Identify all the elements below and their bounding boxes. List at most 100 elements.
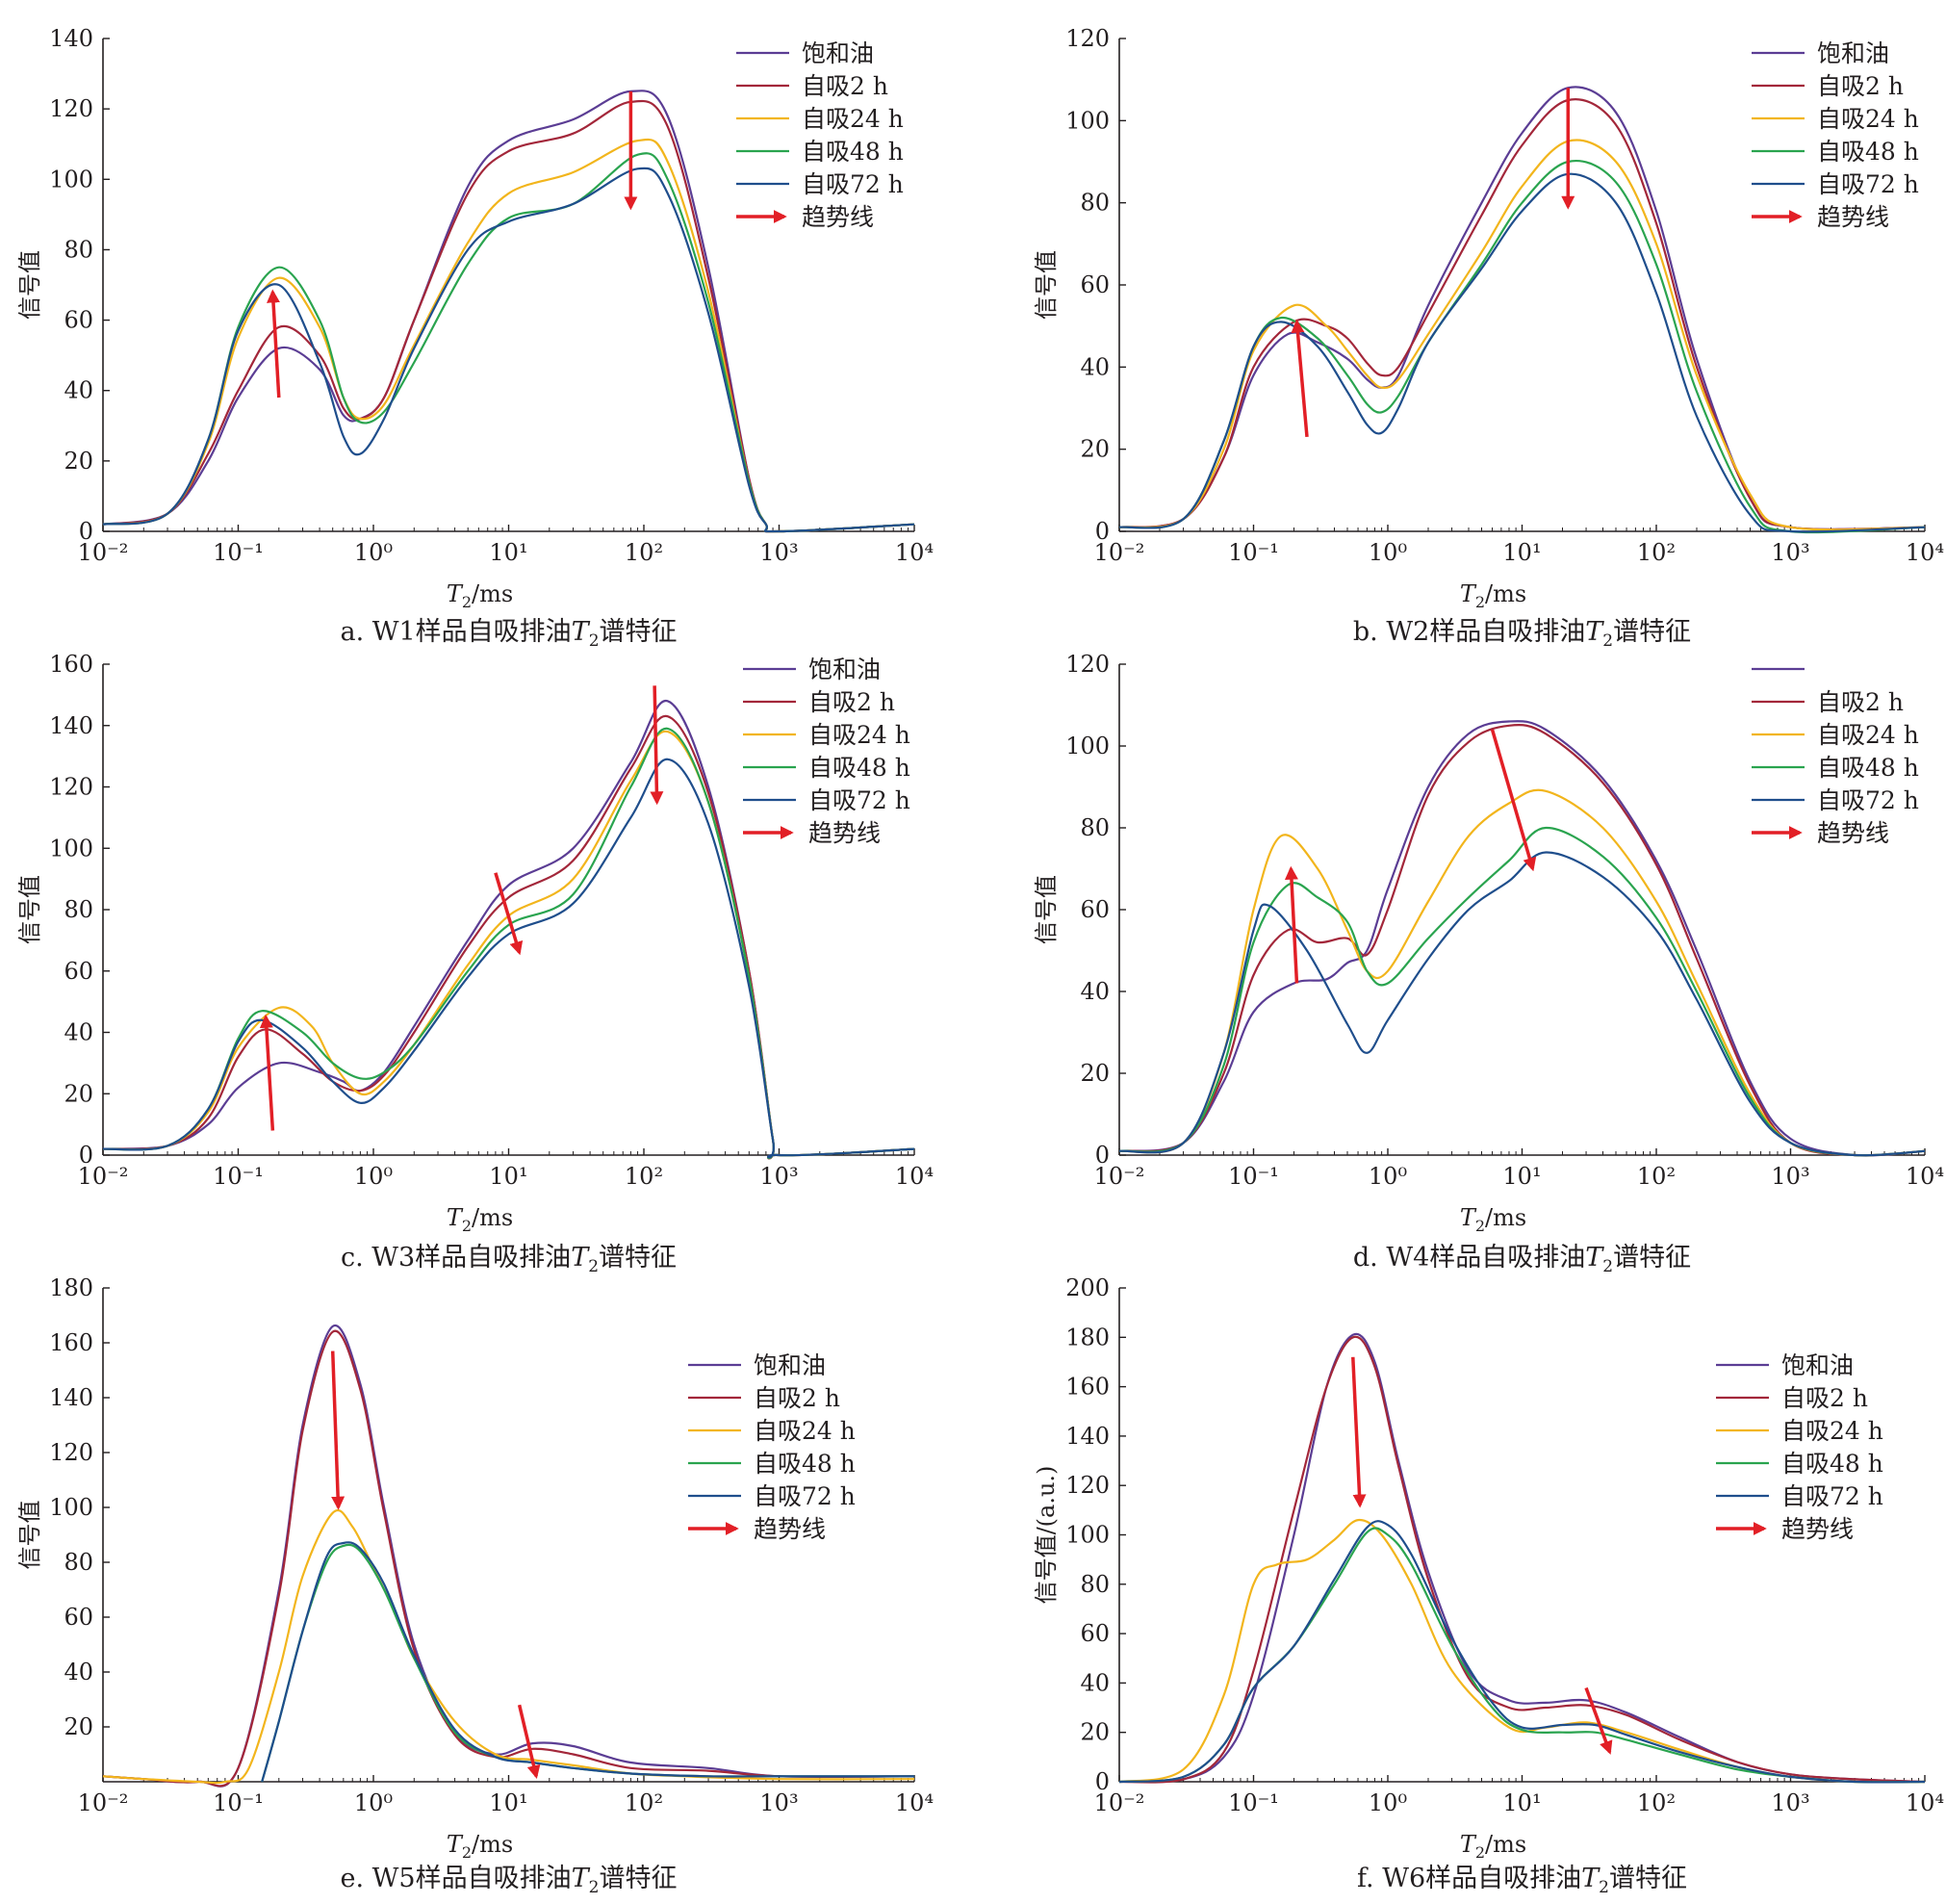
x-tick-label: 10¹ <box>489 1163 527 1190</box>
x-tick-label: 10³ <box>759 1163 798 1190</box>
x-axis-title: T2/ms <box>447 1831 513 1862</box>
chart-panel-6: 10⁻² 10⁻¹ 10⁰ 10¹ 10² 10³ 10⁴ 0 20 40 60 80 100 120 14… <box>1033 1274 1944 1897</box>
legend-label: 自吸24 h <box>754 1417 856 1445</box>
legend-label: 自吸24 h <box>808 721 910 749</box>
legend-label: 自吸2 h <box>754 1384 840 1412</box>
legend-label: 自吸24 h <box>1781 1417 1883 1445</box>
x-tick-label: 10⁻² <box>78 539 129 566</box>
series-line-2 <box>102 99 915 533</box>
series-line-1 <box>102 700 915 1160</box>
trend-arrow <box>1291 319 1309 438</box>
y-tick-label: 40 <box>64 377 93 404</box>
trend-arrow <box>330 1351 346 1510</box>
trend-arrow <box>1490 729 1537 872</box>
series-line-3 <box>102 138 915 533</box>
y-tick-label: 120 <box>49 774 93 801</box>
legend-label: 自吸24 h <box>1817 105 1919 133</box>
y-tick-label: 60 <box>1080 1620 1110 1647</box>
x-tick-label: 10⁰ <box>354 1789 393 1816</box>
y-tick-label: 40 <box>1080 978 1110 1005</box>
legend-label: 自吸2 h <box>808 688 895 716</box>
x-tick-label: 10⁻² <box>78 1789 129 1816</box>
trend-arrow <box>494 872 524 956</box>
trend-arrow <box>1284 865 1299 984</box>
y-axis-title: 信号值 <box>1033 875 1060 944</box>
legend-label: 自吸72 h <box>1817 786 1919 814</box>
y-tick-label: 120 <box>1065 651 1110 678</box>
x-tick-label: 10¹ <box>1502 1163 1541 1190</box>
y-tick-label: 80 <box>1080 1571 1110 1598</box>
x-tick-label: 10¹ <box>489 539 527 566</box>
series-line-1 <box>102 90 915 533</box>
legend-label: 自吸2 h <box>1817 688 1904 716</box>
series-line-2 <box>1118 1335 1926 1784</box>
series-line-5 <box>261 1541 914 1783</box>
y-tick-label: 80 <box>64 1549 93 1576</box>
legend-label: 饱和油 <box>802 39 874 67</box>
x-tick-label: 10³ <box>1771 1789 1809 1816</box>
x-tick-label: 10³ <box>759 1789 798 1816</box>
y-tick-label: 80 <box>64 896 93 923</box>
x-tick-label: 10² <box>625 1163 663 1190</box>
x-tick-label: 10² <box>625 1789 663 1816</box>
y-tick-label: 100 <box>49 835 93 862</box>
series-line-5 <box>1118 851 1926 1157</box>
x-tick-label: 10¹ <box>1502 539 1541 566</box>
x-tick-label: 10⁴ <box>1906 1789 1944 1816</box>
chart-panel-4: 10⁻² 10⁻¹ 10⁰ 10¹ 10² 10³ 10⁴ 0 20 40 60 80 100 120 T2… <box>1033 651 1944 1276</box>
legend-label: 自吸48 h <box>802 138 904 166</box>
y-tick-label: 180 <box>49 1274 93 1301</box>
x-tick-label: 10⁰ <box>354 539 393 566</box>
series-line-4 <box>102 727 915 1160</box>
y-tick-label: 0 <box>1095 1142 1110 1169</box>
legend-label: 饱和油 <box>1781 1351 1854 1379</box>
legend-label: 趋势线 <box>1817 819 1889 847</box>
y-tick-label: 40 <box>64 1659 93 1685</box>
y-tick-label: 0 <box>79 518 93 545</box>
series-line-5 <box>1118 1520 1926 1784</box>
legend-label: 自吸48 h <box>1817 138 1919 166</box>
x-tick-label: 10² <box>1637 539 1676 566</box>
chart-panel-5: 10⁻² 10⁻¹ 10⁰ 10¹ 10² 10³ 10⁴ 20 40 60 80 100 120 140… <box>16 1274 934 1897</box>
x-tick-label: 10⁻¹ <box>1228 1163 1279 1190</box>
trend-arrow <box>517 1704 541 1780</box>
y-tick-label: 140 <box>1065 1423 1110 1450</box>
y-tick-label: 20 <box>64 1080 93 1107</box>
y-tick-label: 60 <box>1080 271 1110 298</box>
series-line-4 <box>102 152 915 533</box>
x-axis-title: T2/ms <box>447 1204 513 1235</box>
x-tick-label: 10⁴ <box>895 1163 934 1190</box>
y-axis-title: 信号值 <box>16 1501 43 1570</box>
legend-label: 趋势线 <box>1781 1515 1854 1543</box>
y-tick-label: 100 <box>1065 1522 1110 1549</box>
chart-panel-1: 10⁻² 10⁻¹ 10⁰ 10¹ 10² 10³ 10⁴ 0 20 40 60 80 100 120 14… <box>16 25 934 651</box>
y-tick-label: 180 <box>1065 1324 1110 1351</box>
series-line-2 <box>1118 98 1926 531</box>
y-tick-label: 80 <box>1080 814 1110 841</box>
x-tick-label: 10⁴ <box>1906 1163 1944 1190</box>
x-tick-label: 10⁻² <box>1094 1789 1145 1816</box>
legend-label: 自吸72 h <box>802 170 904 198</box>
x-tick-label: 10⁴ <box>895 539 934 566</box>
y-tick-label: 20 <box>1080 1719 1110 1746</box>
chart-caption: e. W5样品自吸排油T2谱特征 <box>341 1864 678 1897</box>
legend-label: 饱和油 <box>1817 39 1889 67</box>
legend-label: 饱和油 <box>754 1351 826 1379</box>
y-tick-label: 40 <box>1080 353 1110 380</box>
y-axis-title: 信号值 <box>16 875 43 944</box>
trend-arrow <box>1584 1686 1613 1755</box>
legend-label: 趋势线 <box>754 1515 826 1543</box>
x-axis-title: T2/ms <box>447 580 513 611</box>
y-tick-label: 40 <box>64 1019 93 1046</box>
x-tick-label: 10⁻¹ <box>213 1789 264 1816</box>
series-line-4 <box>1118 160 1926 534</box>
x-tick-label: 10² <box>1637 1163 1676 1190</box>
y-tick-label: 60 <box>1080 896 1110 923</box>
y-tick-label: 20 <box>64 1713 93 1740</box>
legend-label: 自吸48 h <box>808 754 910 782</box>
chart-caption: f. W6样品自吸排油T2谱特征 <box>1357 1864 1687 1897</box>
x-tick-label: 10³ <box>759 539 798 566</box>
chart-panel-3: 10⁻² 10⁻¹ 10⁰ 10¹ 10² 10³ 10⁴ 0 20 40 60 80 100 120 14… <box>16 651 934 1276</box>
x-tick-label: 10⁰ <box>1369 539 1407 566</box>
